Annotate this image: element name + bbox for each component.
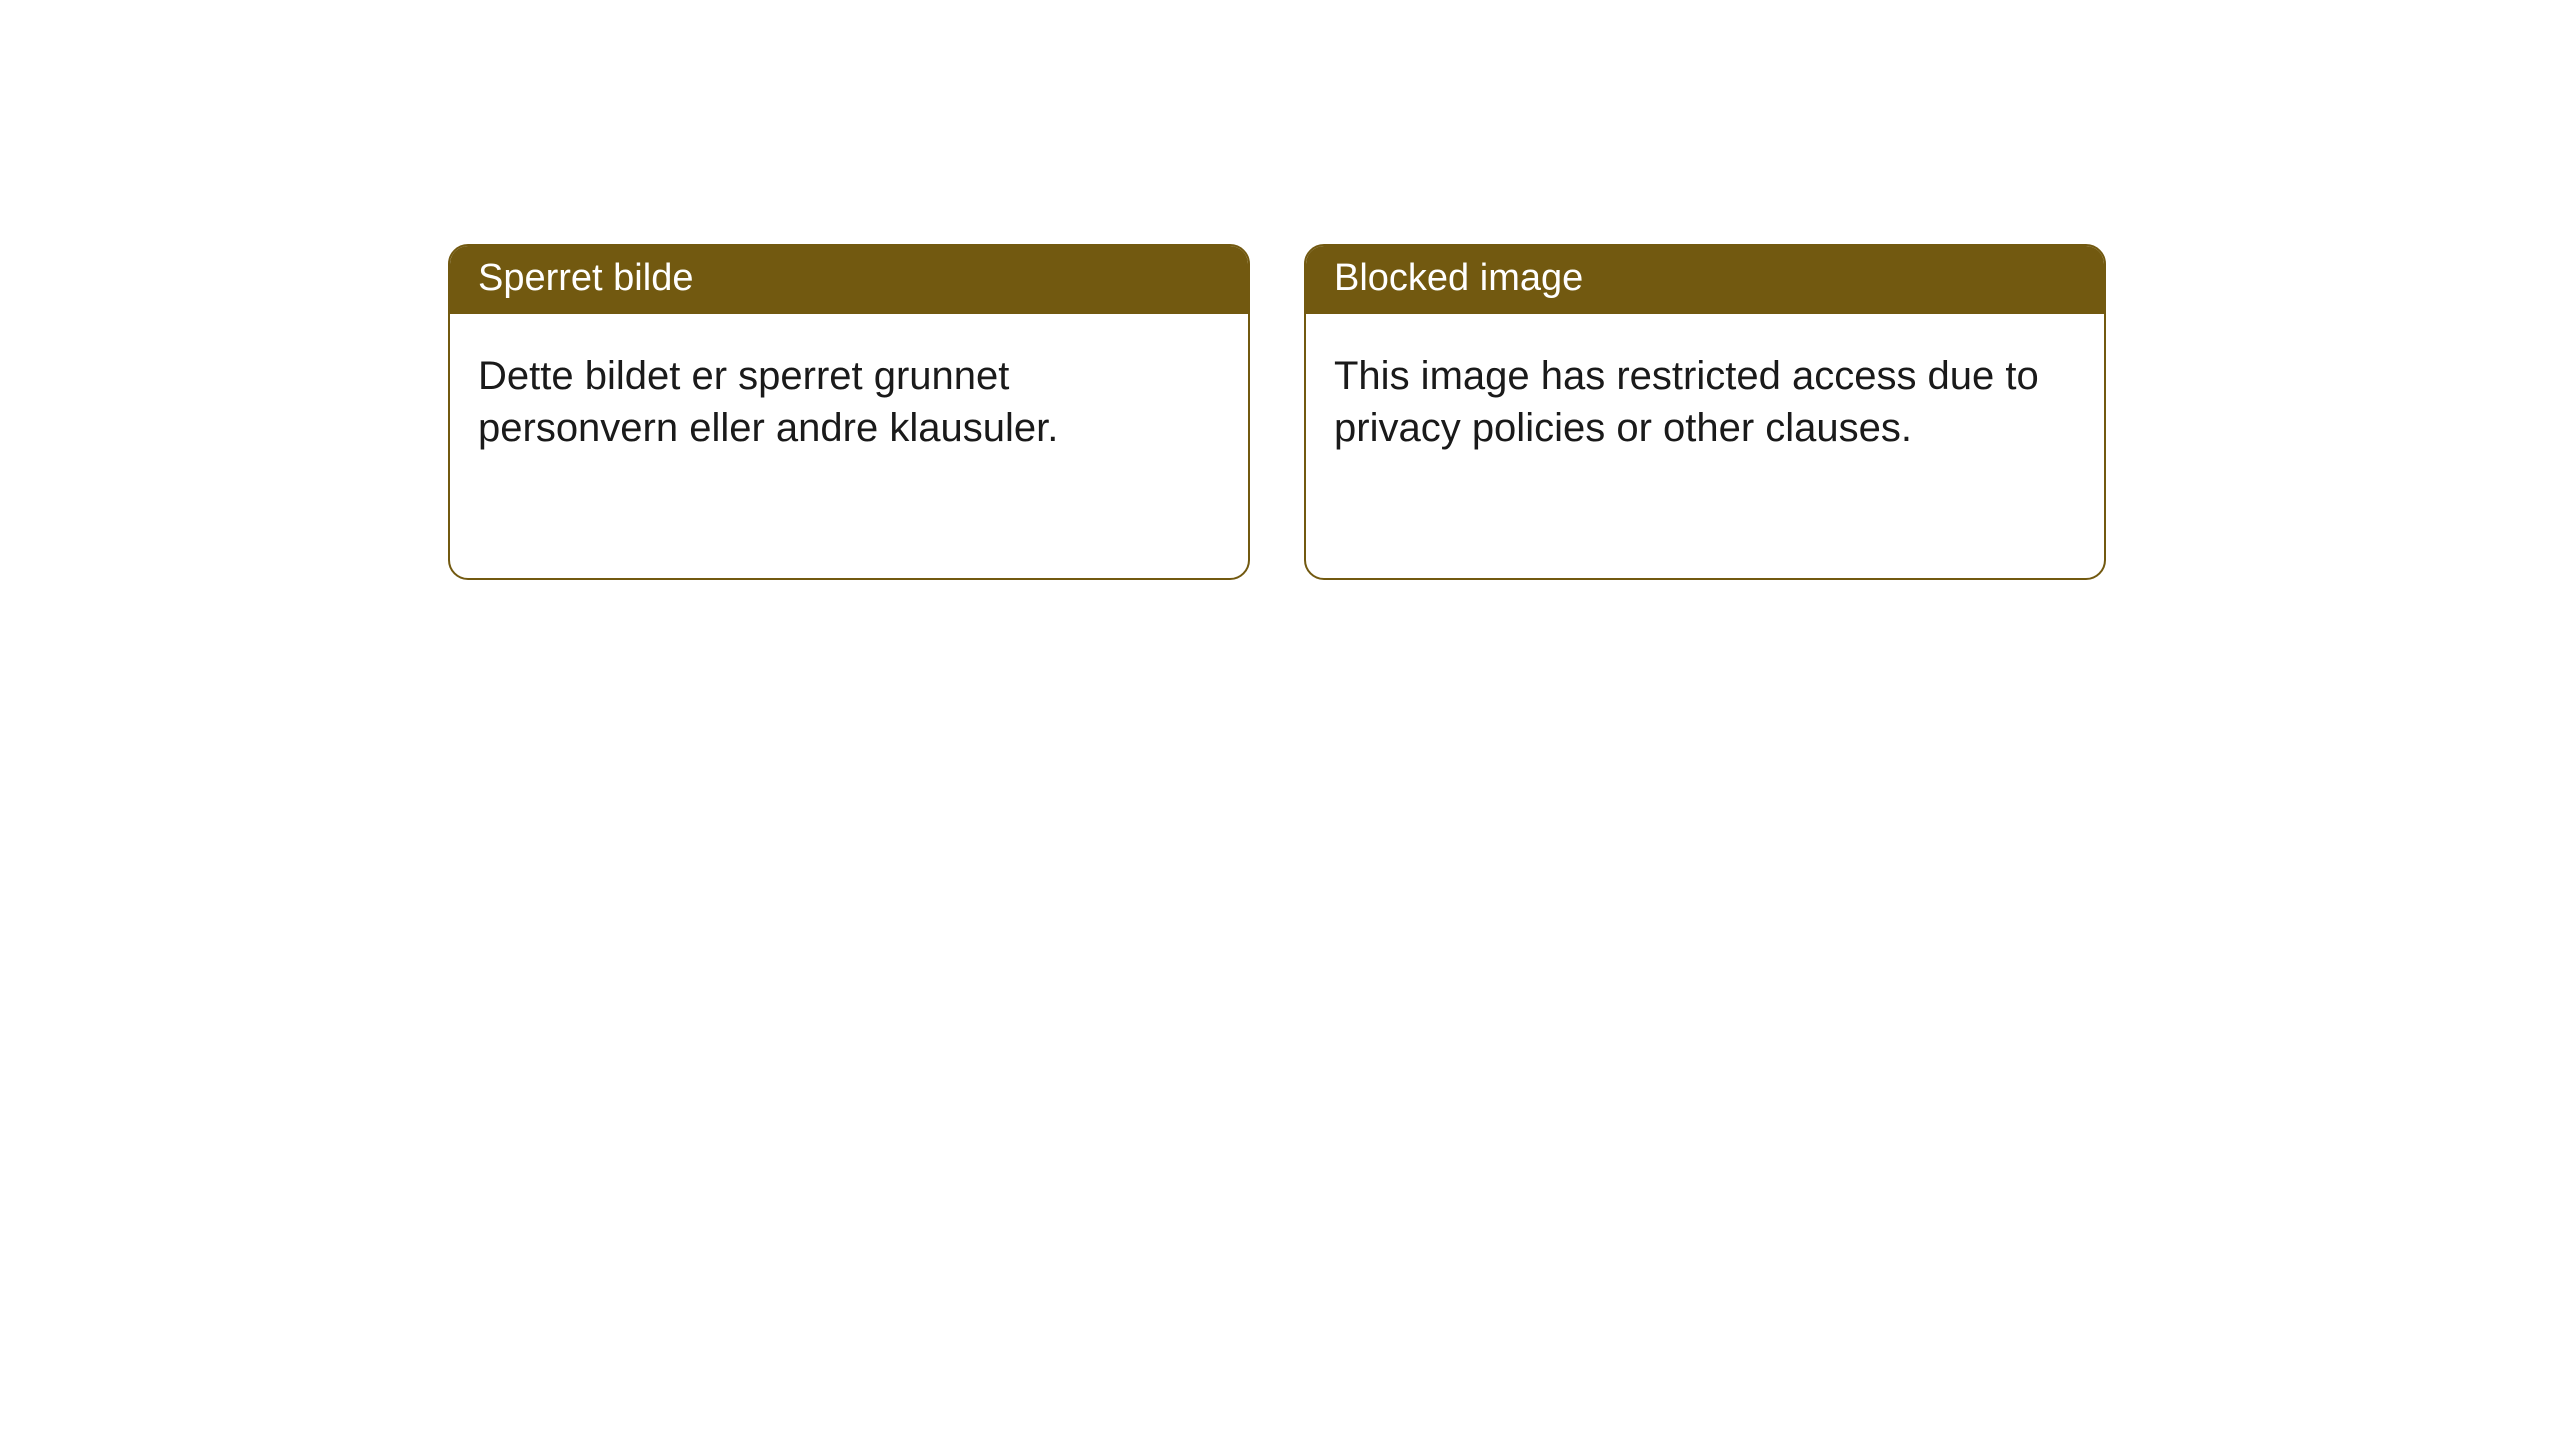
card-title: Sperret bilde — [478, 257, 693, 299]
card-header: Sperret bilde — [450, 246, 1248, 314]
notice-card-norwegian: Sperret bilde Dette bildet er sperret gr… — [448, 244, 1250, 580]
card-title: Blocked image — [1334, 257, 1583, 299]
notice-cards-container: Sperret bilde Dette bildet er sperret gr… — [0, 0, 2560, 580]
card-body: Dette bildet er sperret grunnet personve… — [450, 314, 1248, 482]
card-body-text: This image has restricted access due to … — [1334, 354, 2039, 450]
notice-card-english: Blocked image This image has restricted … — [1304, 244, 2106, 580]
card-header: Blocked image — [1306, 246, 2104, 314]
card-body-text: Dette bildet er sperret grunnet personve… — [478, 354, 1058, 450]
card-body: This image has restricted access due to … — [1306, 314, 2104, 482]
